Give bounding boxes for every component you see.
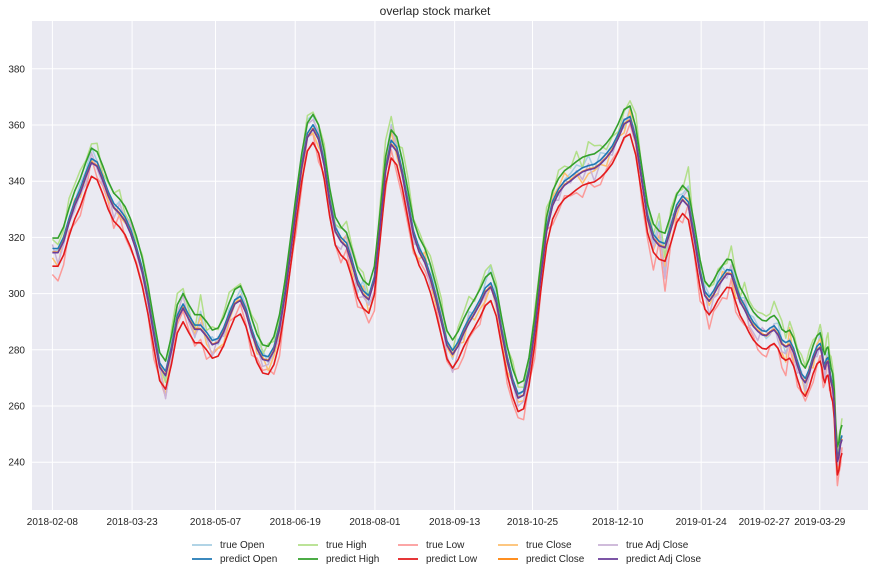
series-lines <box>51 100 843 487</box>
y-tick-label: 360 <box>8 120 25 131</box>
series-line-true-high <box>51 100 843 461</box>
plot-background <box>32 21 868 510</box>
legend-label-true-adj-close: true Adj Close <box>626 540 689 551</box>
legend-label-true-high: true High <box>326 540 367 551</box>
legend-label-true-low: true Low <box>426 540 465 551</box>
series-line-predict-high <box>52 105 843 448</box>
y-tick-label: 280 <box>8 345 25 356</box>
y-tick-label: 300 <box>8 289 25 300</box>
x-tick-label: 2018-09-13 <box>429 517 481 528</box>
legend-label-predict-open: predict Open <box>220 554 277 565</box>
x-tick-label: 2019-02-27 <box>739 517 791 528</box>
x-tick-label: 2018-06-19 <box>270 517 322 528</box>
chart-title: overlap stock market <box>380 4 491 18</box>
tick-labels: 2018-02-08 2018-03-23 2018-05-07 2018-06-19… <box>8 64 846 528</box>
legend: true Open predict Open true High predict Hi… <box>192 540 701 565</box>
x-tick-label: 2019-01-24 <box>676 517 728 528</box>
legend-label-predict-high: predict High <box>326 554 379 565</box>
legend-label-predict-close: predict Close <box>526 554 585 565</box>
legend-label-predict-low: predict Low <box>426 554 478 565</box>
series-line-predict-open <box>52 115 843 459</box>
x-tick-label: 2019-03-29 <box>794 517 846 528</box>
x-tick-label: 2018-12-10 <box>592 517 644 528</box>
x-tick-label: 2018-10-25 <box>507 517 559 528</box>
y-tick-label: 340 <box>8 177 25 188</box>
legend-label-predict-adj-close: predict Adj Close <box>626 554 701 565</box>
series-line-predict-low <box>52 133 843 476</box>
x-tick-label: 2018-03-23 <box>107 517 159 528</box>
y-tick-label: 240 <box>8 458 25 469</box>
x-tick-label: 2018-05-07 <box>190 517 242 528</box>
y-tick-label: 380 <box>8 64 25 75</box>
y-tick-label: 320 <box>8 233 25 244</box>
x-tick-label: 2018-08-01 <box>349 517 401 528</box>
x-tick-label: 2018-02-08 <box>27 517 79 528</box>
legend-label-true-open: true Open <box>220 540 264 551</box>
series-line-predict-adj-close <box>52 119 843 463</box>
legend-label-true-close: true Close <box>526 540 572 551</box>
y-tick-label: 260 <box>8 402 25 413</box>
